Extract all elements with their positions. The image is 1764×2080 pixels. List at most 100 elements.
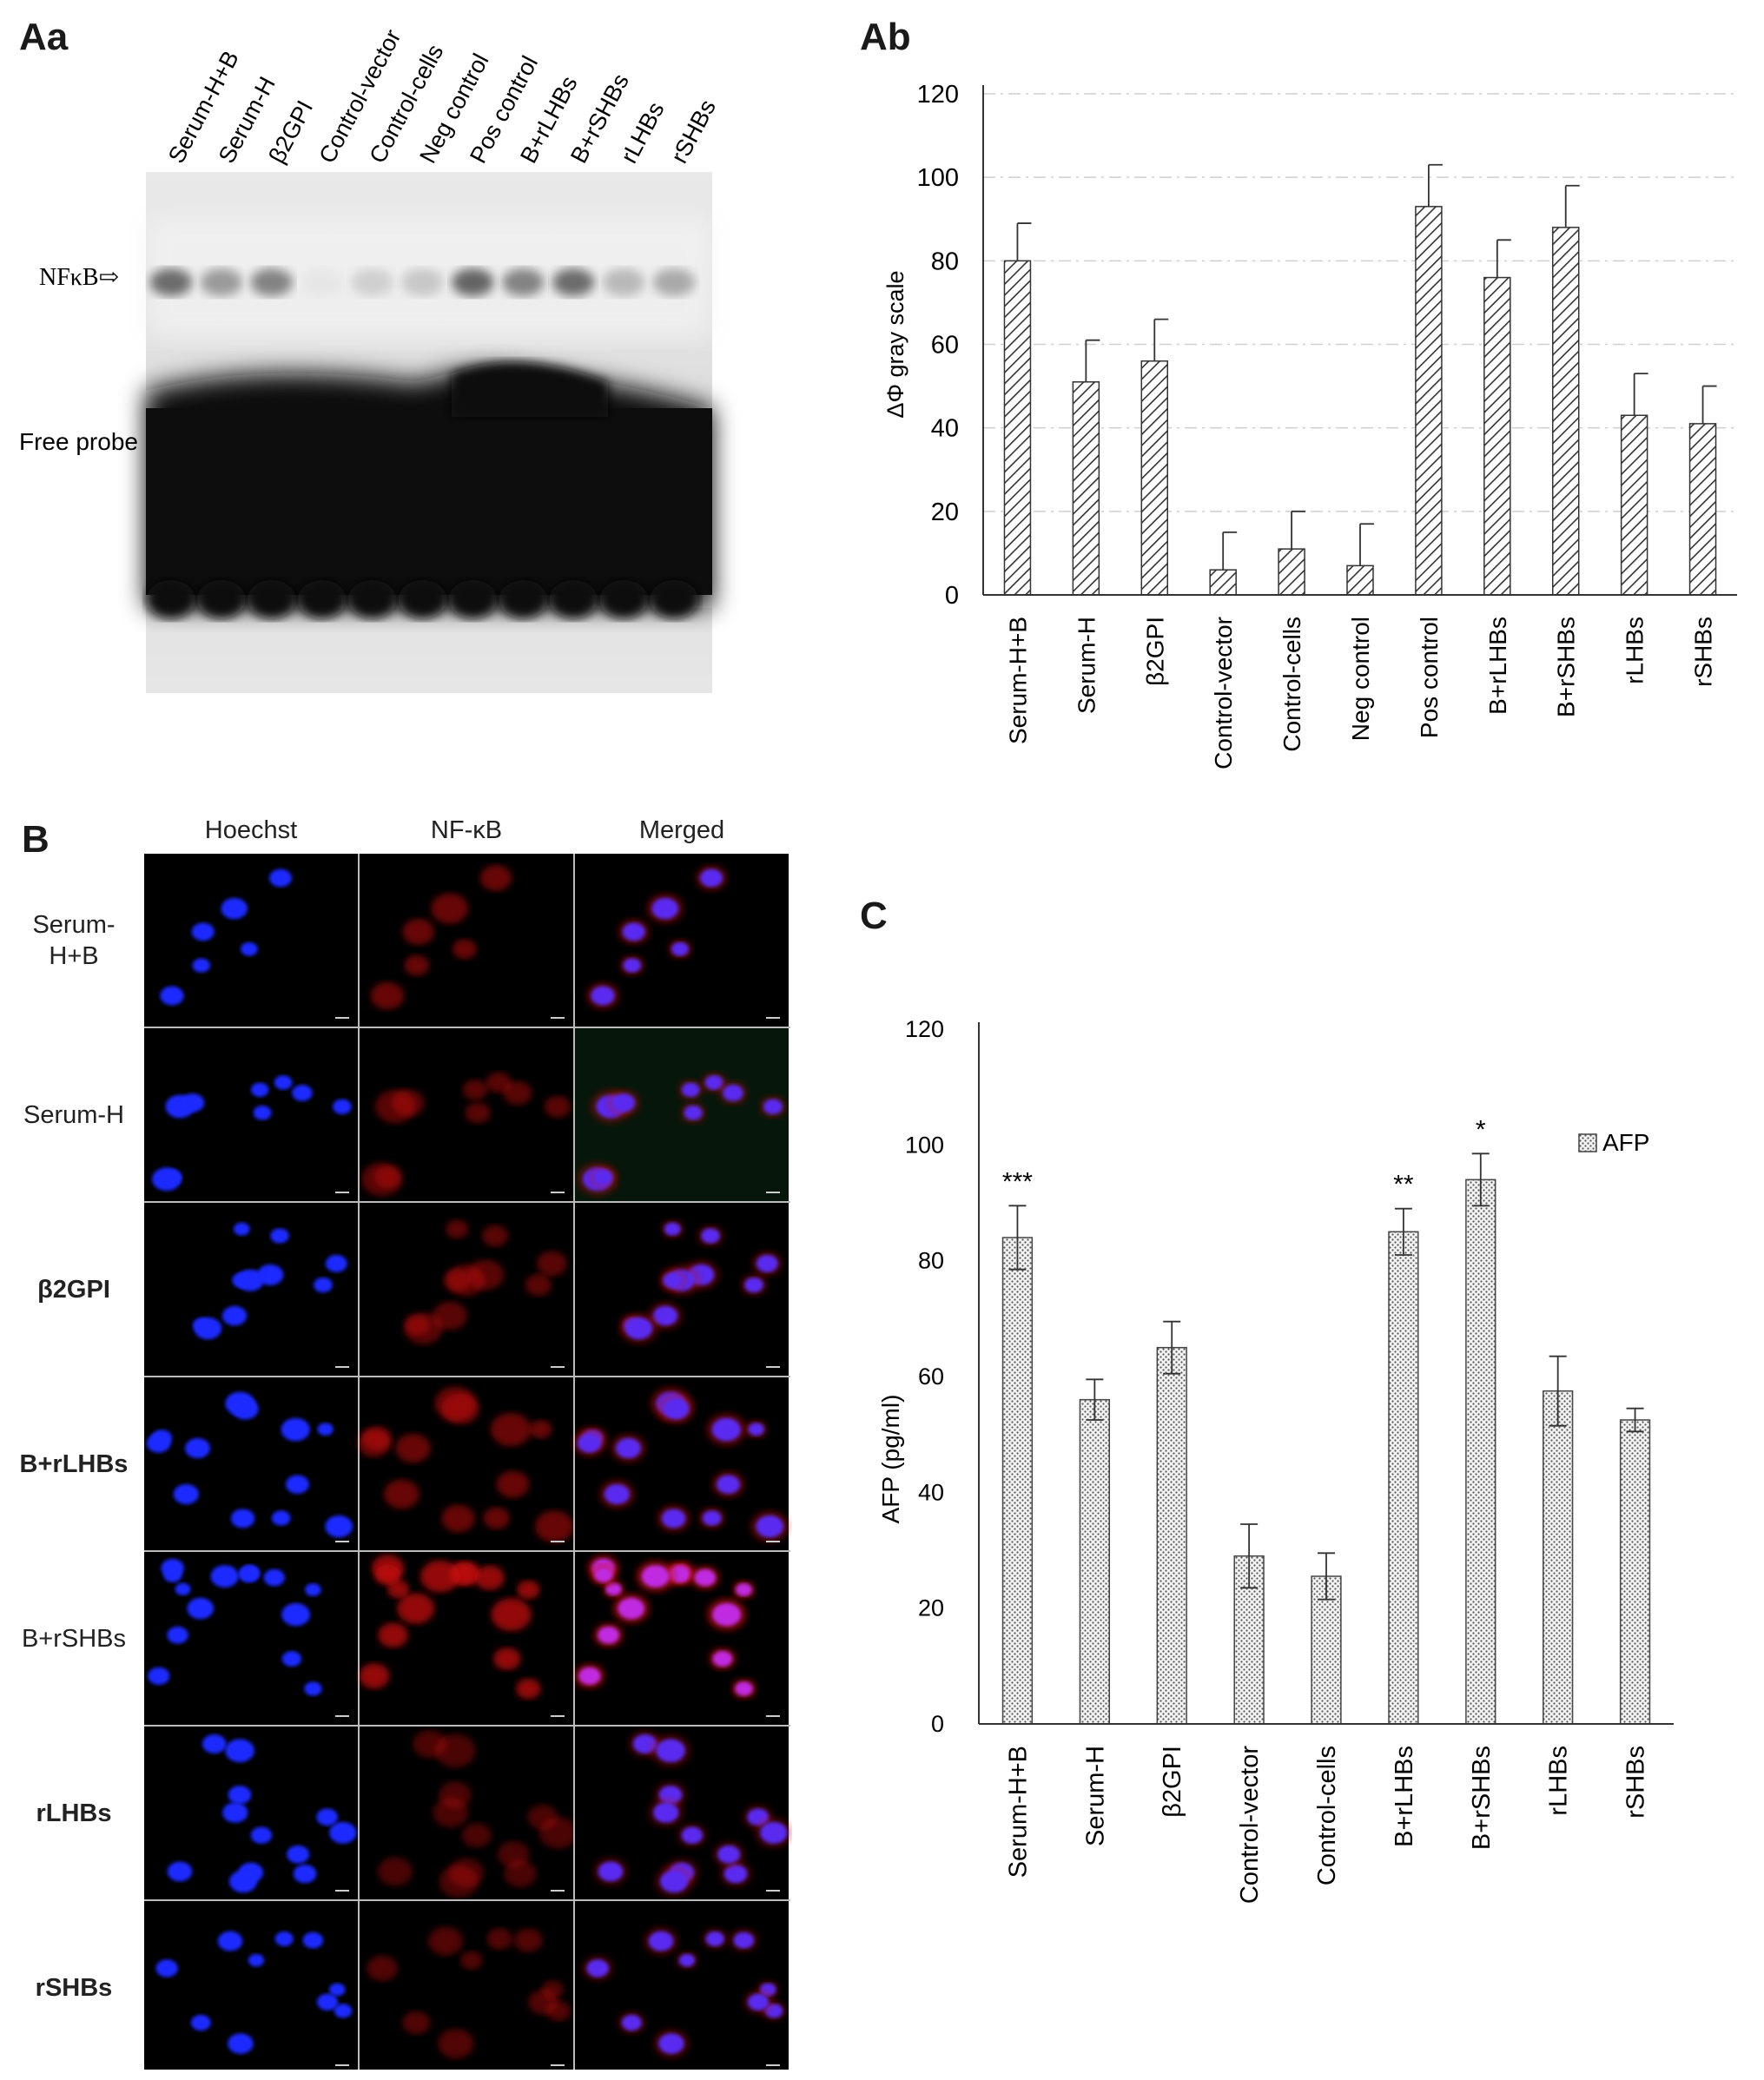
microscopy-tile: [360, 1727, 578, 1899]
gel-nfkb-band: [351, 268, 393, 296]
merged-nucleus-blob: [735, 1681, 753, 1696]
ab-x-tick-label: Control-cells: [1278, 617, 1305, 752]
gel-probe-ridge: [347, 580, 397, 618]
gel-nfkb-bands: [149, 268, 696, 296]
microscopy-column-header: Hoechst: [204, 816, 298, 844]
nucleus-blob: [232, 1272, 252, 1289]
c-x-tick-label: β2GPI: [1159, 1746, 1186, 1818]
microscopy-tile: [574, 1552, 789, 1725]
nfkb-blob: [516, 1678, 541, 1700]
nucleus-blob: [292, 1084, 313, 1101]
nfkb-blob: [529, 1420, 552, 1439]
nucleus-blob: [202, 1733, 227, 1754]
merged-nucleus-blob: [723, 1864, 748, 1884]
nucleus-blob: [146, 1433, 171, 1453]
c-bar: [1156, 1346, 1187, 1725]
gel-probe-ridge: [197, 580, 246, 618]
nucleus-blob: [175, 1582, 191, 1596]
microscopy-tile: [144, 854, 358, 1027]
nfkb-blob: [513, 1928, 543, 1952]
merged-nucleus-blob: [578, 1667, 601, 1685]
nfkb-blob: [434, 1733, 476, 1768]
nfkb-blob: [375, 1564, 401, 1586]
ab-y-tick-label: 80: [931, 248, 959, 275]
microscopy-column-header: Merged: [638, 816, 725, 844]
nucleus-blob: [250, 1826, 272, 1844]
c-significance-label: ***: [1002, 1167, 1033, 1196]
nfkb-blob: [503, 1080, 532, 1106]
nucleus-blob: [271, 1510, 291, 1526]
c-legend: AFP: [1578, 1129, 1649, 1156]
nfkb-blob: [378, 1622, 408, 1647]
merged-nucleus-blob: [704, 1075, 723, 1090]
microscopy-grid: [144, 854, 792, 2070]
ab-bar: [1688, 423, 1717, 596]
merged-nucleus-blob: [712, 1651, 733, 1667]
merged-nucleus-blob: [604, 1483, 630, 1505]
merged-nucleus-blob: [681, 1826, 703, 1844]
microscopy-row-label: Serum-H: [9, 1099, 139, 1131]
merged-nucleus-blob: [744, 1277, 763, 1293]
panel-letter-b: B: [22, 818, 50, 861]
microscopy-row-label-line: B+rSHBs: [21, 1624, 127, 1653]
merged-nucleus-blob: [702, 1510, 722, 1526]
nfkb-blob: [544, 1095, 571, 1118]
c-bars: *** ***: [1001, 1115, 1651, 1725]
microscopy-tile: [360, 1203, 573, 1376]
microscopy-tile: [144, 1727, 358, 1899]
merged-nucleus-blob: [763, 1099, 783, 1115]
merged-nucleus-blob: [611, 1093, 636, 1113]
nfkb-blob: [428, 1926, 463, 1956]
gel-nfkb-band: [401, 268, 444, 296]
nfkb-blob: [538, 1817, 578, 1849]
merged-nucleus-blob: [748, 1423, 764, 1436]
merged-nucleus-blob: [618, 1597, 645, 1620]
nfkb-blob: [479, 865, 512, 891]
microscopy-tile: [572, 1377, 790, 1550]
nfkb-blob: [460, 1951, 483, 1970]
merged-nucleus-blob: [747, 1993, 770, 2011]
merged-nucleus-blob: [711, 1417, 741, 1442]
nfkb-blob: [402, 2011, 431, 2035]
microscopy-tile: [359, 1552, 573, 1725]
nucleus-blob: [281, 1651, 302, 1667]
nucleus-blob: [228, 1870, 258, 1893]
free-probe-label: Free probe: [19, 428, 138, 455]
c-x-tick-label: Control-cells: [1313, 1746, 1341, 1885]
nfkb-blob: [392, 1089, 425, 1117]
nfkb-blob: [443, 1269, 471, 1292]
nucleus-blob: [148, 1667, 170, 1685]
nfkb-blob: [367, 1955, 399, 1982]
nucleus-blob: [210, 1565, 239, 1588]
nucleus-blob: [228, 1786, 252, 1805]
nfkb-blob: [536, 1251, 567, 1277]
gel-nfkb-band: [250, 268, 294, 296]
microscopy-row-label: rLHBs: [9, 1798, 139, 1829]
nucleus-blob: [316, 1808, 339, 1826]
merged-nucleus-blob: [586, 1959, 609, 1978]
ab-bar: [1346, 565, 1374, 596]
gel-nfkb-band: [602, 268, 645, 296]
nucleus-blob: [228, 2033, 254, 2054]
gel-probe-ridge: [448, 580, 498, 618]
microscopy-row-label: β2GPI: [9, 1274, 139, 1305]
ab-x-tick-label: rSHBs: [1690, 617, 1717, 687]
merged-nucleus-blob: [577, 1433, 602, 1453]
nfkb-blob: [462, 1080, 488, 1100]
c-xlabels: Serum-H+B Serum-H β2GPI Control-vector Contr…: [1004, 1746, 1649, 1904]
merged-nucleus-blob: [652, 1305, 678, 1326]
c-bar: [1079, 1398, 1110, 1725]
gel-probe-ridge: [398, 580, 447, 618]
chart-ab: 0 20 40 60 80 100 120 Serum-H+B Serum-H β2GPI Con…: [882, 81, 1737, 769]
nucleus-blob: [221, 897, 248, 920]
nfkb-blob: [441, 1393, 479, 1424]
nucleus-blob: [221, 1305, 248, 1326]
ab-bar: [1003, 260, 1032, 596]
nfkb-blob: [395, 1433, 431, 1463]
ab-bar: [1483, 276, 1511, 596]
nfkb-blob: [404, 1312, 443, 1344]
c-y-tick-label: 20: [918, 1595, 944, 1621]
ab-y-tick-label: 0: [945, 582, 959, 610]
merged-nucleus-blob: [716, 1475, 740, 1494]
merged-nucleus-blob: [736, 1583, 752, 1596]
